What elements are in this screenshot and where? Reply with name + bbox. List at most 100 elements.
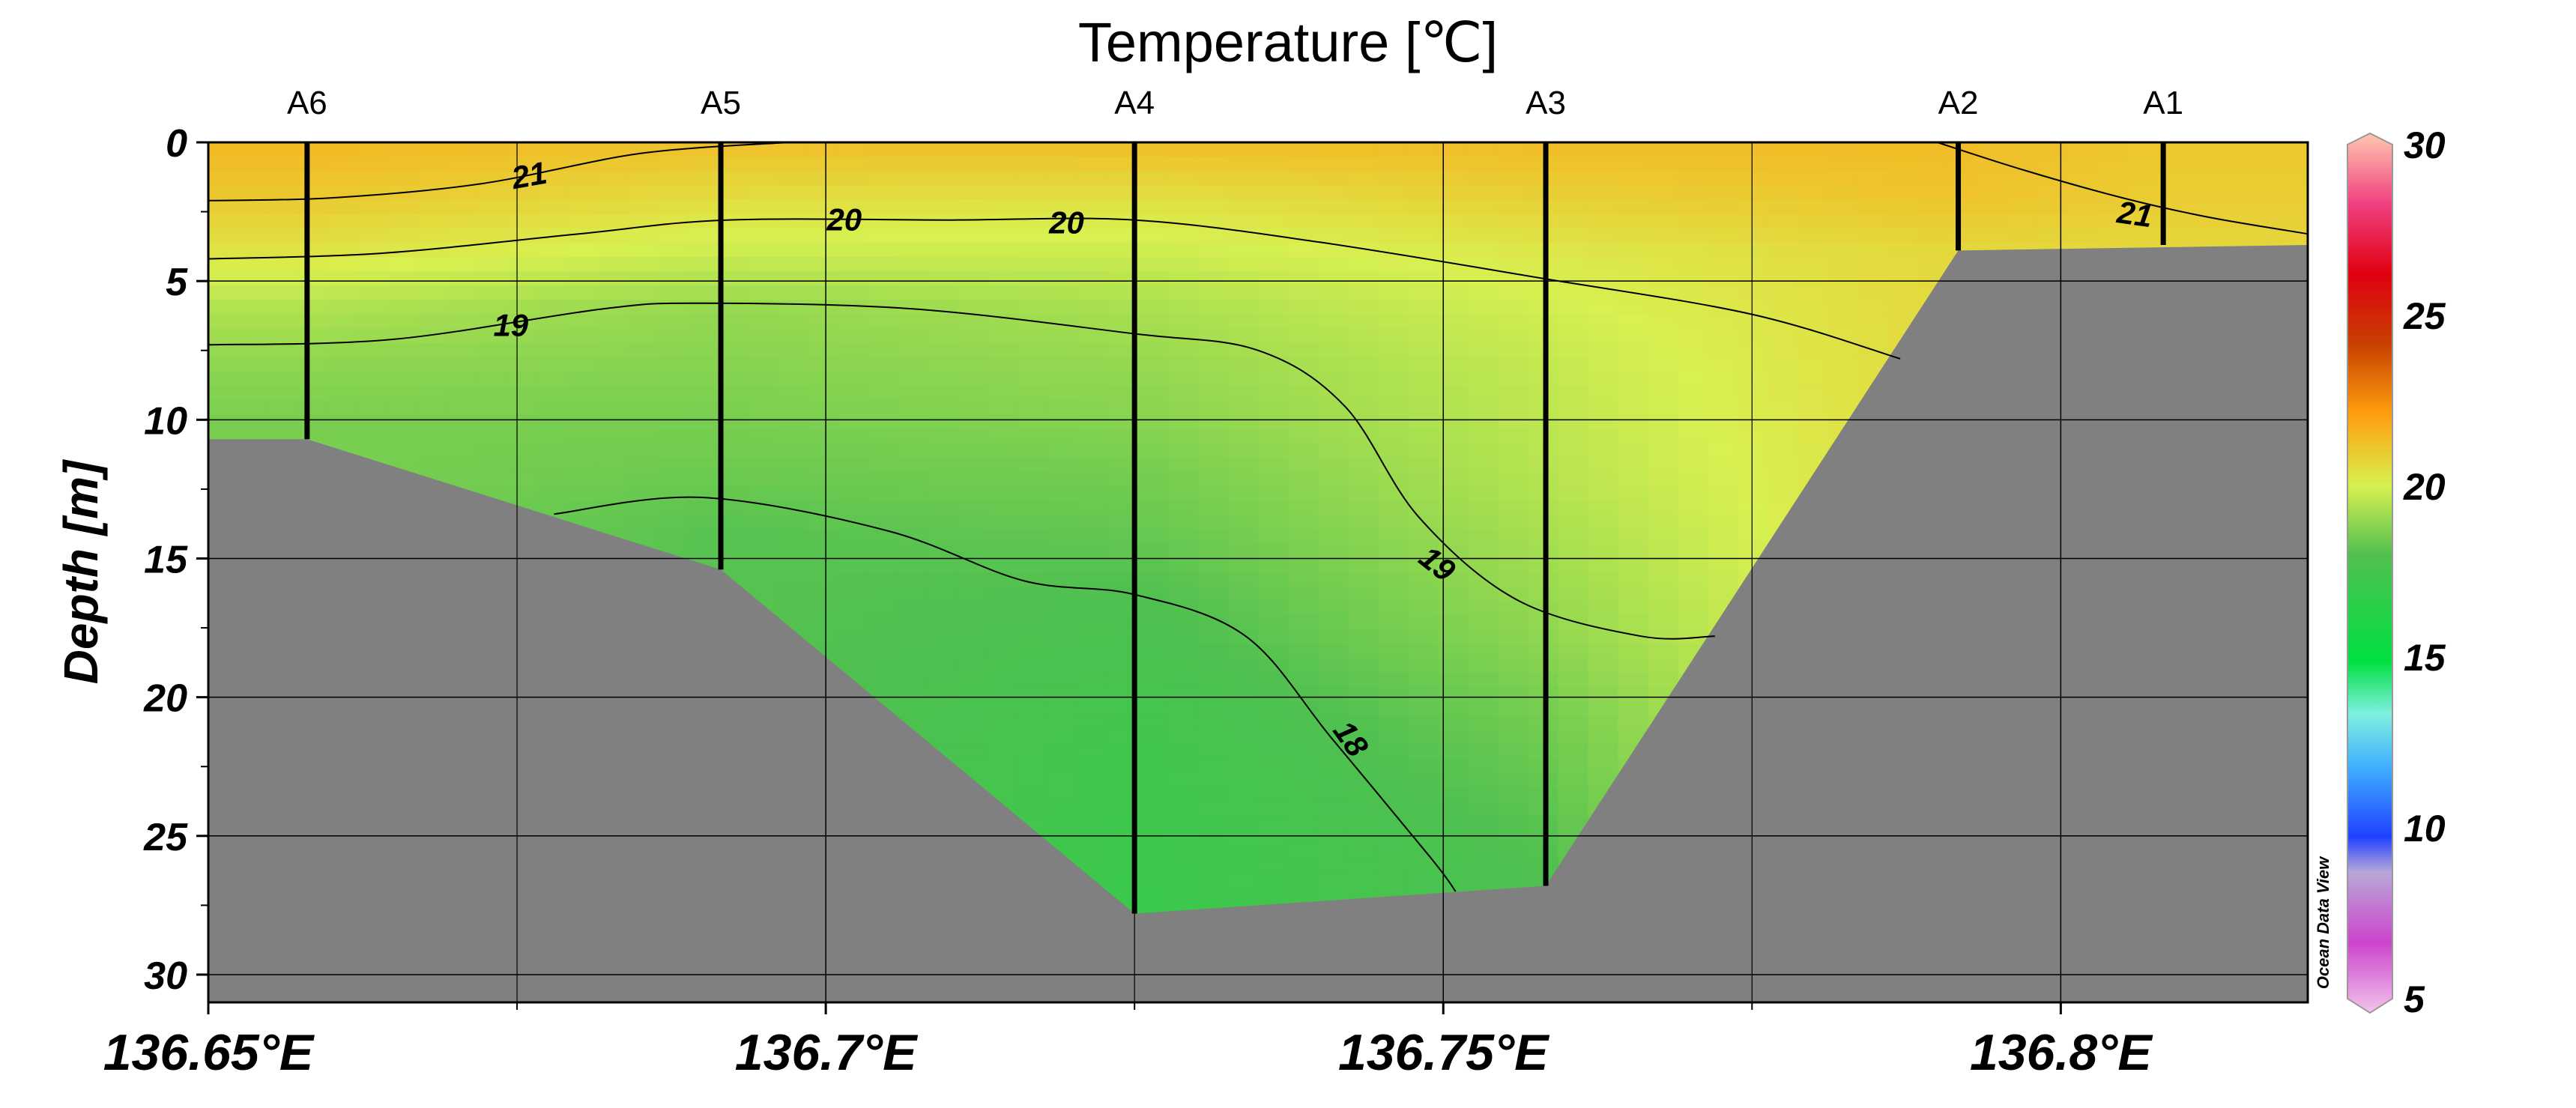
field-cell bbox=[1378, 171, 1409, 187]
field-cell bbox=[388, 142, 420, 158]
field-cell bbox=[1228, 142, 1259, 158]
field-cell bbox=[1107, 171, 1139, 187]
field-cell bbox=[1558, 730, 1589, 745]
field-cell bbox=[1167, 414, 1199, 430]
field-cell bbox=[928, 629, 959, 645]
field-cell bbox=[1167, 342, 1199, 358]
field-cell bbox=[1947, 228, 1979, 243]
field-cell bbox=[1318, 357, 1349, 373]
field-cell bbox=[1258, 658, 1289, 673]
field-cell bbox=[1167, 314, 1199, 330]
field-cell bbox=[1768, 457, 1799, 473]
field-cell bbox=[628, 171, 659, 187]
field-cell bbox=[1468, 802, 1499, 817]
field-cell bbox=[958, 372, 989, 387]
field-cell bbox=[1137, 500, 1169, 516]
field-cell bbox=[1498, 372, 1529, 387]
field-cell bbox=[1558, 816, 1589, 832]
field-cell bbox=[1678, 572, 1709, 588]
field-cell bbox=[328, 400, 360, 416]
field-cell bbox=[1438, 787, 1469, 803]
field-cell bbox=[958, 472, 989, 488]
field-cell bbox=[838, 386, 869, 402]
field-cell bbox=[598, 314, 629, 330]
field-cell bbox=[568, 414, 599, 430]
field-cell bbox=[1047, 529, 1079, 545]
field-cell bbox=[538, 199, 569, 215]
field-cell bbox=[1438, 658, 1469, 673]
field-cell bbox=[1648, 414, 1679, 430]
field-cell bbox=[1708, 314, 1739, 330]
field-cell bbox=[1738, 357, 1769, 373]
field-cell bbox=[1378, 300, 1409, 315]
field-cell bbox=[808, 557, 839, 573]
field-cell bbox=[808, 429, 839, 444]
field-cell bbox=[1618, 443, 1649, 458]
field-cell bbox=[928, 185, 959, 201]
field-cell bbox=[718, 457, 749, 473]
field-cell bbox=[1258, 730, 1289, 745]
field-cell bbox=[958, 242, 989, 258]
field-cell bbox=[1618, 142, 1649, 158]
field-cell bbox=[1798, 300, 1829, 315]
field-cell bbox=[658, 185, 689, 201]
field-cell bbox=[838, 185, 869, 201]
field-cell bbox=[1137, 515, 1169, 530]
field-cell bbox=[748, 357, 779, 373]
field-cell bbox=[1258, 744, 1289, 760]
field-cell bbox=[1798, 157, 1829, 172]
field-cell bbox=[1318, 429, 1349, 444]
field-cell bbox=[2007, 142, 2039, 158]
field-cell bbox=[1378, 328, 1409, 344]
field-cell bbox=[1288, 443, 1319, 458]
field-cell bbox=[1618, 687, 1649, 703]
field-cell bbox=[1047, 830, 1079, 846]
field-cell bbox=[1827, 300, 1859, 315]
field-cell bbox=[1077, 500, 1109, 516]
field-cell bbox=[418, 300, 450, 315]
field-cell bbox=[1018, 400, 1049, 416]
field-cell bbox=[448, 157, 480, 172]
field-cell bbox=[1378, 802, 1409, 817]
field-cell bbox=[1558, 429, 1589, 444]
field-cell bbox=[268, 300, 300, 315]
field-cell bbox=[508, 386, 539, 402]
field-cell bbox=[1678, 472, 1709, 488]
field-cell bbox=[778, 543, 809, 559]
field-cell bbox=[298, 271, 330, 287]
field-cell bbox=[928, 658, 959, 673]
field-cell bbox=[1348, 672, 1379, 688]
field-cell bbox=[1318, 772, 1349, 788]
field-cell bbox=[1228, 429, 1259, 444]
field-cell bbox=[1857, 257, 1889, 273]
field-cell bbox=[868, 472, 899, 488]
field-cell bbox=[388, 271, 420, 287]
field-cell bbox=[538, 400, 569, 416]
field-cell bbox=[658, 228, 689, 243]
field-cell bbox=[898, 386, 929, 402]
field-cell bbox=[1708, 372, 1739, 387]
field-cell bbox=[1077, 816, 1109, 832]
field-cell bbox=[268, 142, 300, 158]
field-cell bbox=[298, 328, 330, 344]
field-cell bbox=[208, 314, 239, 330]
field-cell bbox=[1018, 386, 1049, 402]
field-cell bbox=[1618, 601, 1649, 617]
field-cell bbox=[748, 400, 779, 416]
field-cell bbox=[1318, 242, 1349, 258]
field-cell bbox=[1558, 457, 1589, 473]
field-cell bbox=[1378, 142, 1409, 158]
field-cell bbox=[1228, 285, 1259, 301]
field-cell bbox=[1498, 587, 1529, 602]
field-cell bbox=[1107, 601, 1139, 617]
field-cell bbox=[1378, 400, 1409, 416]
field-cell bbox=[1708, 285, 1739, 301]
field-cell bbox=[748, 342, 779, 358]
field-cell bbox=[598, 486, 629, 502]
field-cell bbox=[1288, 515, 1319, 530]
field-cell bbox=[1348, 386, 1379, 402]
field-cell bbox=[418, 314, 450, 330]
field-cell bbox=[418, 372, 450, 387]
field-cell bbox=[1468, 242, 1499, 258]
